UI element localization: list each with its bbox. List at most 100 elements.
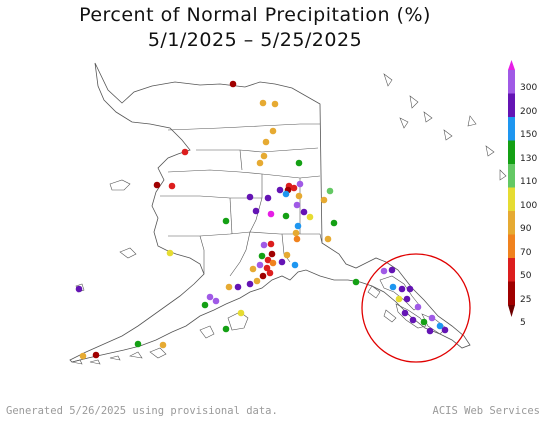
legend-tick-label: 130	[520, 153, 538, 164]
legend-tick-label: 110	[520, 177, 538, 187]
station-dot	[166, 249, 174, 257]
legend-swatch	[508, 164, 515, 188]
station-dot	[259, 99, 267, 107]
station-dot	[206, 293, 214, 301]
station-dot	[75, 285, 83, 293]
station-dot	[295, 192, 303, 200]
station-dot	[271, 100, 279, 108]
station-dot	[276, 186, 284, 194]
station-dot	[324, 235, 332, 243]
station-dot	[406, 285, 414, 293]
station-dot	[237, 309, 245, 317]
legend-tick-label: 70	[520, 247, 532, 258]
legend-tick-label: 100	[520, 200, 538, 211]
station-dot	[352, 278, 360, 286]
station-dot	[246, 280, 254, 288]
legend-tick-label: 150	[520, 130, 538, 140]
station-dot	[403, 295, 411, 303]
map-date-range: 5/1/2025 – 5/25/2025	[147, 29, 363, 51]
station-dot	[249, 265, 257, 273]
legend-swatch	[508, 187, 515, 212]
station-dot	[222, 325, 230, 333]
station-dot	[246, 193, 254, 201]
generated-note: Generated 5/26/2025 using provisional da…	[6, 405, 278, 417]
station-dot	[225, 283, 233, 291]
station-dot	[267, 210, 275, 218]
legend-swatch	[508, 70, 515, 94]
station-dot	[269, 127, 277, 135]
legend-swatch	[508, 117, 515, 141]
station-dot	[282, 212, 290, 220]
panhandle-islands	[367, 275, 447, 335]
station-dot	[79, 352, 87, 360]
station-dot	[380, 267, 388, 275]
station-dot	[293, 201, 301, 209]
station-dot	[420, 318, 428, 326]
station-dot	[398, 285, 406, 293]
station-dot	[306, 213, 314, 221]
station-dot	[253, 277, 261, 285]
legend-tick-label: 300	[520, 83, 538, 93]
arctic-island-fragments	[383, 73, 507, 181]
station-dot	[260, 152, 268, 160]
station-dot	[212, 297, 220, 305]
station-dot	[283, 251, 291, 259]
station-dot	[409, 316, 417, 324]
station-dot	[259, 272, 267, 280]
legend-swatch	[508, 281, 515, 306]
station-dot	[395, 295, 403, 303]
station-dot	[258, 252, 266, 260]
station-dot	[264, 256, 272, 264]
station-dot	[267, 240, 275, 248]
station-dot	[201, 301, 209, 309]
legend-tick-label: 50	[520, 271, 532, 281]
legend-tick-label: 90	[520, 224, 532, 234]
station-dot	[401, 309, 409, 317]
station-dot	[326, 187, 334, 195]
station-dot	[295, 159, 303, 167]
alaska-outline	[69, 62, 471, 363]
station-dot	[134, 340, 142, 348]
station-dot	[320, 196, 328, 204]
legend-swatch	[508, 93, 515, 118]
legend-tick-label: 5	[520, 318, 526, 328]
station-dot	[266, 269, 274, 277]
western-islands	[75, 179, 137, 293]
station-dot	[181, 148, 189, 156]
station-dot	[269, 259, 277, 267]
station-dot	[291, 261, 299, 269]
legend-tick-label: 25	[520, 294, 532, 305]
legend-swatch	[508, 211, 515, 235]
station-dot	[292, 229, 300, 237]
station-dot	[296, 180, 304, 188]
legend-arrow-bottom	[508, 305, 515, 317]
station-dot	[229, 80, 237, 88]
station-dot	[294, 222, 302, 230]
southeast-highlight-circle	[361, 253, 471, 363]
legend-swatch	[508, 234, 515, 259]
legend-arrow-top	[508, 60, 515, 70]
station-dot	[389, 283, 397, 291]
legend-swatch	[508, 140, 515, 165]
climate-division-lines	[160, 123, 323, 277]
station-dot	[441, 326, 449, 334]
station-dot	[168, 182, 176, 190]
station-dot	[293, 235, 301, 243]
station-dot	[278, 258, 286, 266]
station-dot	[92, 351, 100, 359]
station-dot	[264, 194, 272, 202]
station-dot	[263, 264, 271, 272]
station-markers	[75, 80, 449, 360]
station-dot	[252, 207, 260, 215]
station-dot	[330, 219, 338, 227]
color-legend	[508, 60, 515, 317]
station-dot	[222, 217, 230, 225]
station-dot	[262, 138, 270, 146]
station-dot	[300, 208, 308, 216]
station-dot	[159, 341, 167, 349]
source-credit: ACIS Web Services	[432, 405, 540, 417]
station-dot	[256, 261, 264, 269]
station-dot	[428, 314, 436, 322]
station-dot	[234, 283, 242, 291]
